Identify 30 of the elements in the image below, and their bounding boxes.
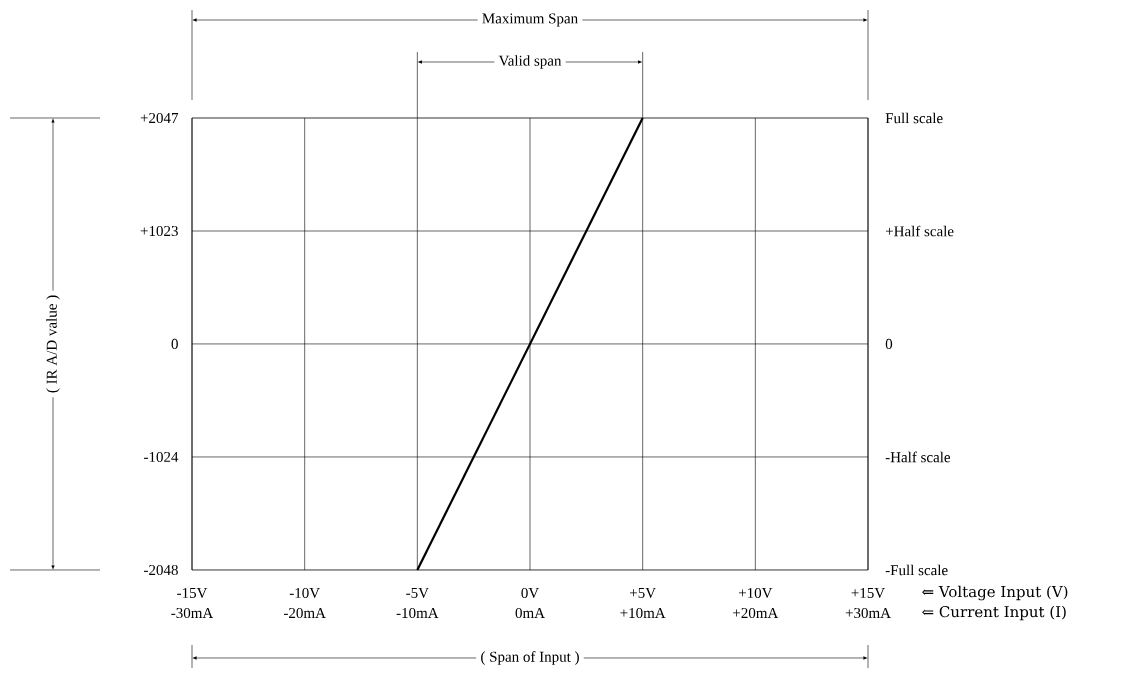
x-tick-label: +5V [630,587,656,598]
ref-line-label: -Half scale [885,451,951,463]
x-tick-label: -15V [177,587,208,599]
x-tick-label: -10V [289,587,320,599]
text: ( Span of Input ) [481,651,579,665]
text: Maximum Span [482,13,578,27]
y-tick-label: -1024 [144,451,179,463]
x2-tick-label: -20mA [283,607,326,619]
x-tick-label: 0V [521,587,539,599]
ref-line-label: +Half scale [885,225,954,237]
y-tick-label: -2048 [144,564,178,576]
text: Valid span [498,55,562,69]
ref-line-label: 0 [885,338,893,349]
x2-tick-label: +10mA [620,607,666,619]
y-tick-label: +2047 [140,112,179,124]
y-tick-label: +1023 [140,225,178,237]
y-tick-label: 0 [171,338,178,349]
x2-tick-label: -30mA [171,607,214,619]
x-tick-label: +15V [851,587,885,599]
x2-tick-label: +30mA [845,607,891,619]
x-tick-label: +10V [738,587,773,599]
x-tick-label: -5V [406,587,429,598]
text: -Full scale [885,564,948,576]
text: Full scale [885,112,943,124]
text: ( IR A/D value ) [46,295,60,393]
x2-tick-label: +20mA [733,607,779,619]
x2-tick-label: -10mA [396,607,439,619]
x2-tick-label: 0mA [515,607,545,619]
x2-axis-title: ⇐ Current Input (I) [922,605,1066,621]
x-axis-title: ⇐ Voltage Input (V) [922,585,1068,601]
